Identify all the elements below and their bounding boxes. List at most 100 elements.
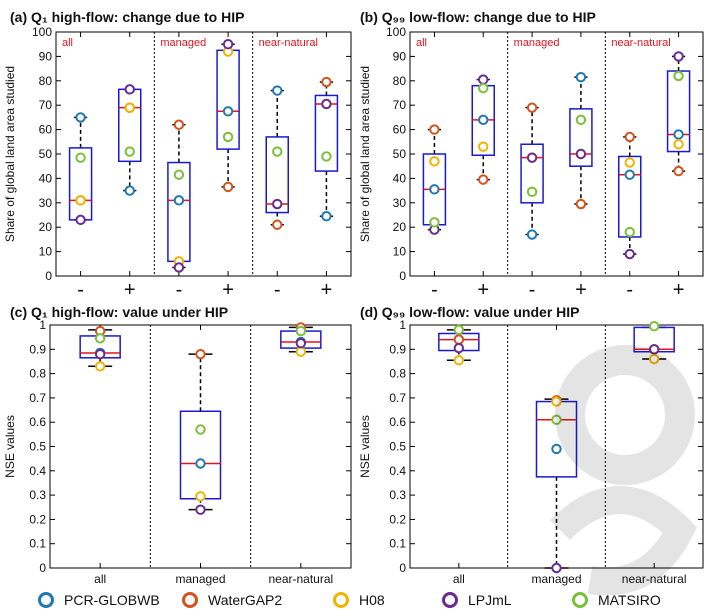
x-tick-label: - [77, 279, 84, 301]
y-tick-label: 0.1 [389, 537, 406, 551]
model-point [453, 334, 465, 345]
model-point [75, 112, 86, 123]
y-axis-label: Share of global land area studied [3, 66, 17, 242]
y-tick-label: 20 [39, 220, 53, 234]
model-point [195, 491, 206, 502]
model-point [321, 211, 332, 222]
legend-item-pcr-globwb: PCR-GLOBWB [38, 590, 160, 610]
model-point [453, 324, 465, 336]
legend-label: MATSIRO [598, 592, 661, 608]
model-point [551, 396, 562, 407]
y-tick-label: 20 [393, 220, 407, 234]
model-point [478, 74, 489, 85]
model-point [478, 114, 489, 126]
model-point [195, 458, 206, 469]
y-tick-label: 0.3 [389, 488, 406, 502]
model-point [478, 174, 489, 185]
model-point [624, 169, 635, 180]
y-tick-label: 0.1 [29, 537, 46, 551]
legend: PCR-GLOBWB WaterGAP2 H08 LPJmL MATSIRO [0, 588, 707, 612]
model-point [673, 51, 684, 62]
model-point [575, 114, 587, 126]
section-label: all [416, 37, 427, 49]
y-tick-label: 0.5 [29, 440, 46, 454]
model-point [94, 333, 106, 344]
y-tick-label: 0 [399, 561, 406, 575]
legend-label: WaterGAP2 [208, 592, 283, 608]
panel-title: (a) Q₁ high-flow: change due to HIP [10, 9, 244, 25]
model-point [173, 119, 185, 130]
plot-frame [55, 31, 352, 277]
y-tick-label: 0.4 [389, 464, 406, 478]
legend-marker-lpjml [442, 592, 458, 608]
model-point [453, 355, 465, 366]
model-point [429, 124, 440, 135]
x-tick-label: + [124, 279, 136, 301]
model-point [321, 98, 332, 110]
model-point [673, 129, 684, 140]
legend-item-h08: H08 [333, 590, 385, 610]
model-point [222, 39, 234, 50]
model-point [173, 195, 185, 206]
box [520, 143, 544, 204]
legend-label: PCR-GLOBWB [64, 592, 160, 608]
box [314, 94, 339, 172]
x-tick-label: + [477, 279, 489, 301]
model-point [272, 85, 283, 96]
model-point [575, 71, 587, 83]
model-point [673, 70, 684, 82]
model-point [575, 148, 587, 160]
model-point [272, 219, 283, 230]
model-point [624, 226, 635, 238]
model-point [272, 146, 283, 157]
model-point [575, 198, 587, 210]
x-tick-label: managed [531, 572, 581, 586]
y-tick-label: 0.2 [389, 512, 406, 526]
model-point [295, 338, 307, 349]
y-tick-label: 0.8 [29, 367, 46, 381]
x-tick-label: - [274, 279, 281, 301]
model-point [551, 562, 562, 574]
model-point [124, 146, 135, 157]
section-label: managed [160, 37, 206, 49]
y-tick-label: 10 [393, 245, 407, 259]
panel-title: (d) Q₉₉ low-flow: value under HIP [360, 304, 580, 320]
model-point [75, 152, 86, 163]
y-tick-label: 0.8 [389, 367, 406, 381]
model-point [272, 198, 283, 210]
model-point [222, 181, 234, 193]
x-tick-label: - [176, 279, 183, 301]
panel-title: (c) Q₁ high-flow: value under HIP [10, 304, 228, 320]
section-label: near-natural [611, 37, 670, 49]
y-tick-label: 0.4 [29, 464, 46, 478]
model-point [526, 229, 538, 240]
model-point [124, 102, 135, 113]
y-tick-label: 80 [39, 74, 53, 88]
y-tick-label: 30 [39, 196, 53, 210]
y-tick-label: 0.7 [29, 391, 46, 405]
model-point [94, 361, 106, 372]
x-tick-label: + [321, 279, 333, 301]
panel-title: (b) Q₉₉ low-flow: change due to HIP [360, 9, 596, 25]
model-point [222, 106, 234, 117]
section-label: managed [514, 37, 560, 49]
y-tick-label: 60 [39, 123, 53, 137]
model-point [321, 151, 332, 162]
x-tick-label: - [431, 279, 438, 301]
legend-item-watergap2: WaterGAP2 [182, 590, 282, 610]
y-tick-label: 0.2 [29, 512, 46, 526]
x-tick-label: + [673, 279, 685, 301]
legend-marker-h08 [333, 592, 349, 608]
x-tick-label: near-natural [268, 572, 333, 586]
model-point [429, 156, 440, 167]
section-label: all [62, 37, 73, 49]
model-point [195, 348, 206, 360]
model-point [526, 102, 538, 113]
model-point [478, 82, 489, 94]
model-point [624, 248, 635, 260]
x-tick-label: all [453, 572, 465, 586]
y-tick-label: 60 [393, 123, 407, 137]
model-point [75, 214, 86, 226]
y-tick-label: 0.5 [389, 440, 406, 454]
